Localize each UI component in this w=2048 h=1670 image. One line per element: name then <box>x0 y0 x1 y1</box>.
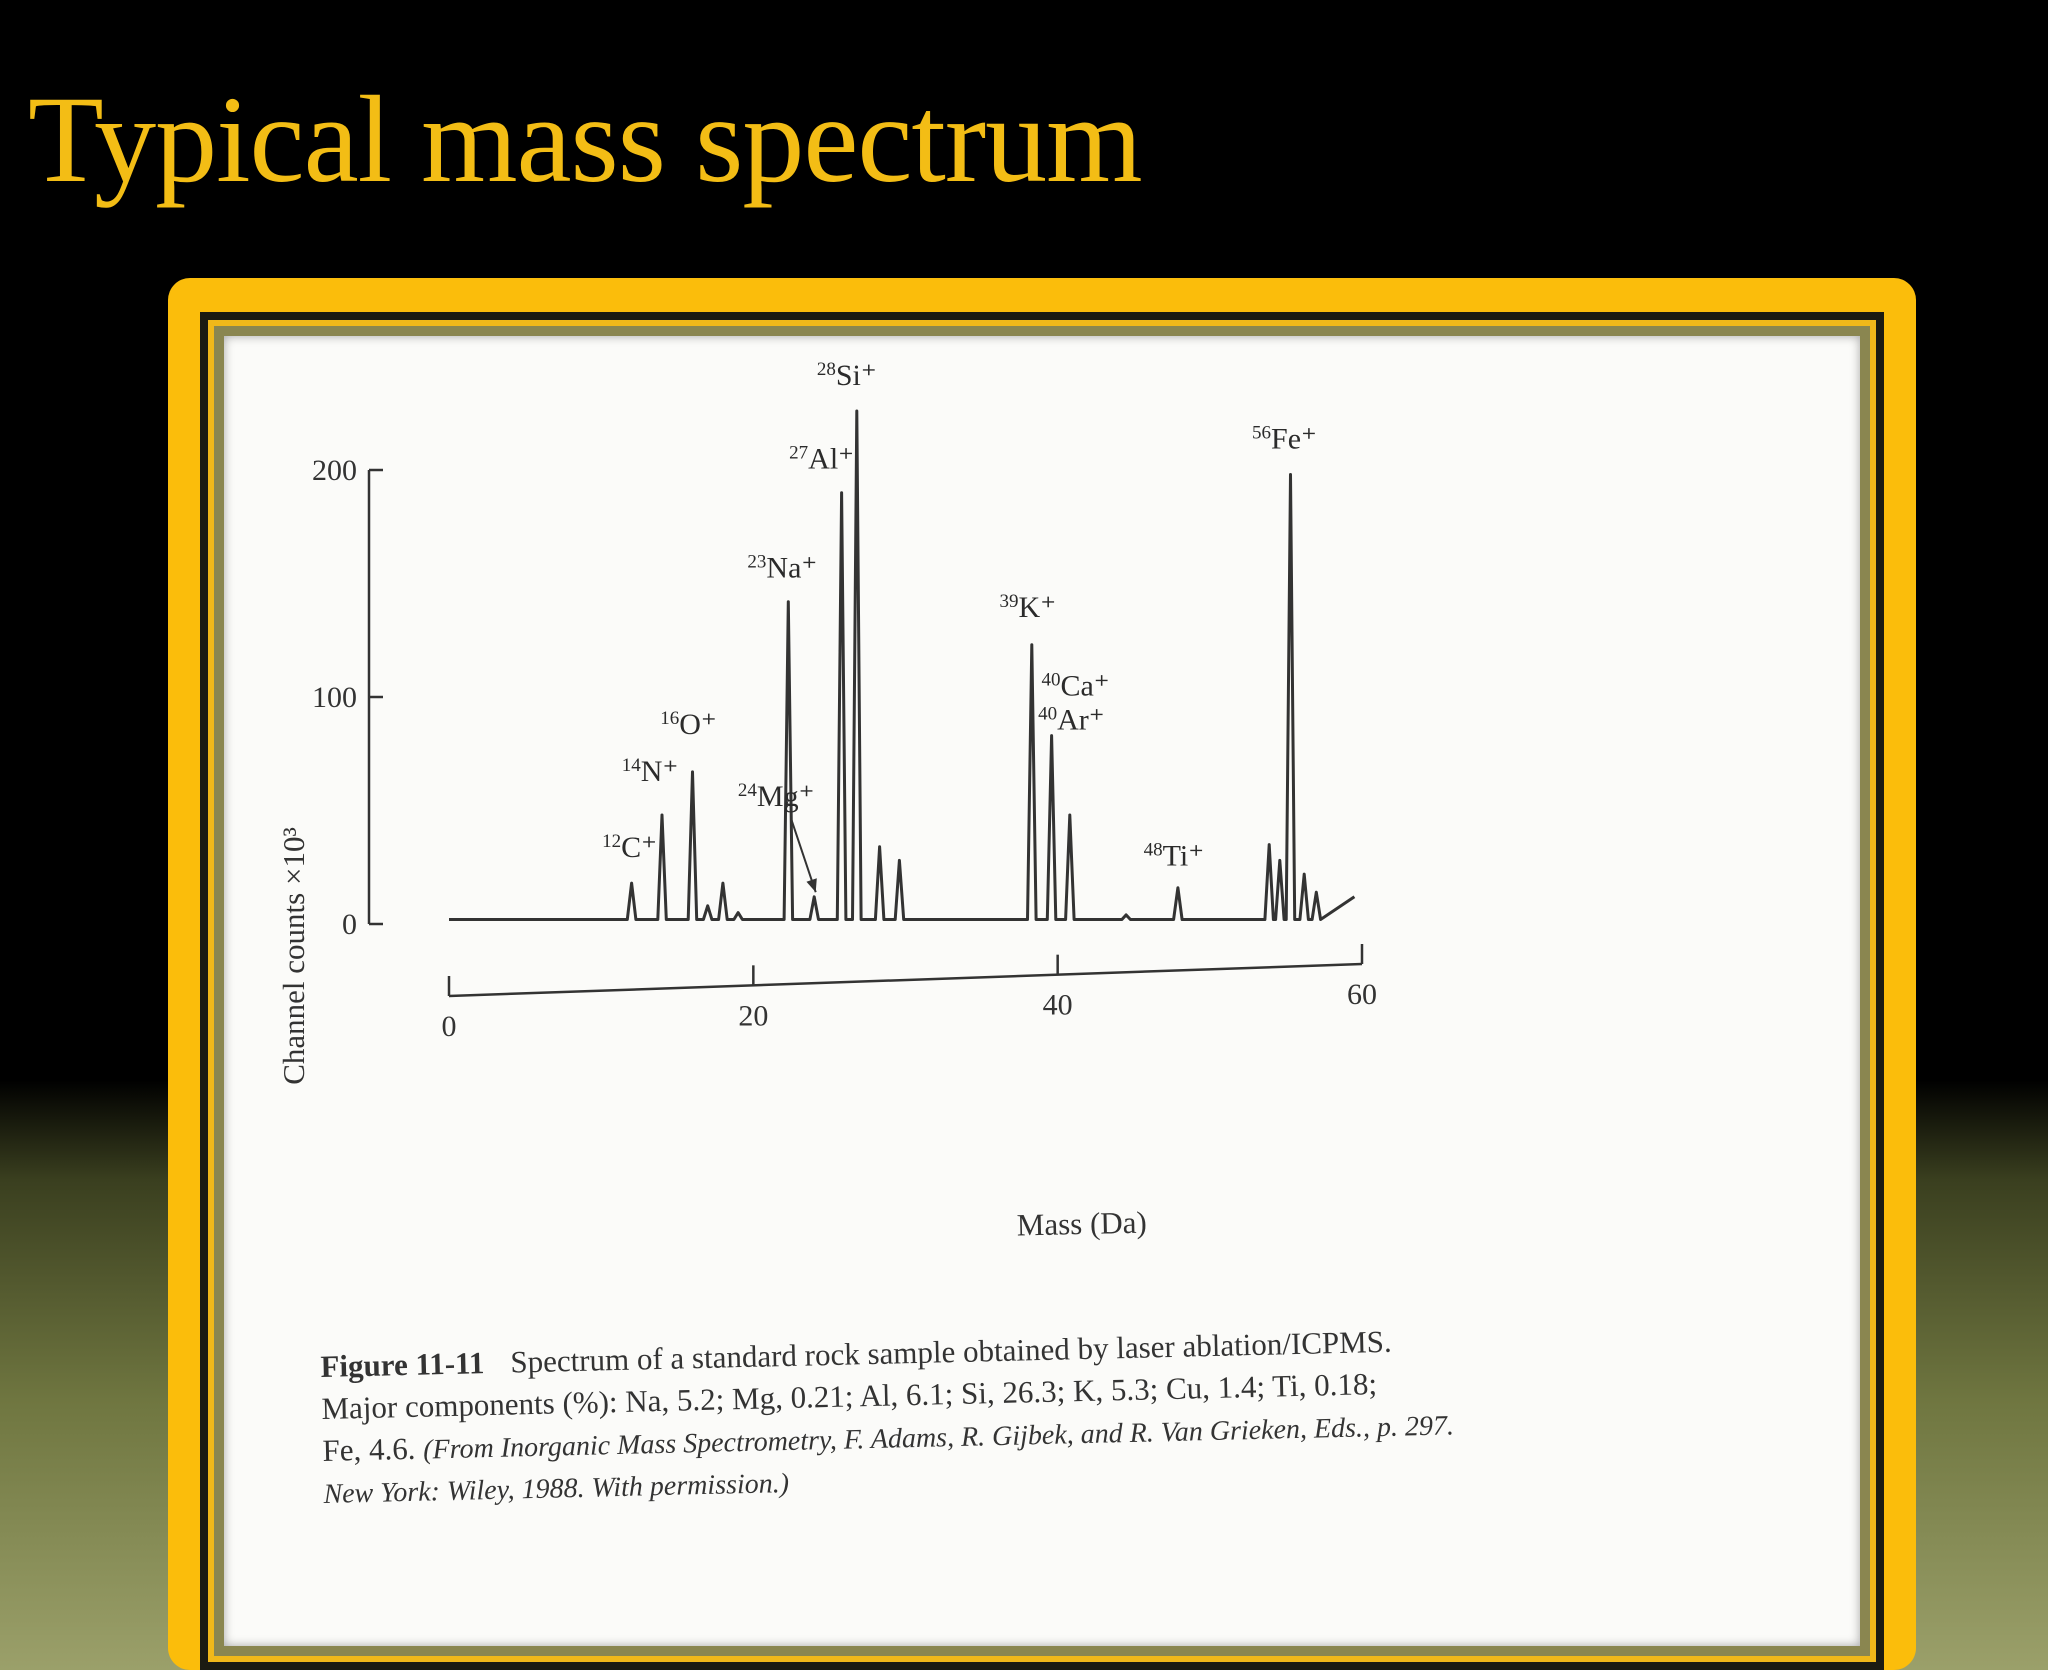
figure-caption: Figure 11-11 Spectrum of a standard rock … <box>320 1313 1714 1516</box>
peak-label-28: 28Si⁺ <box>817 359 877 392</box>
peak-label-27: 27Al⁺ <box>789 443 854 476</box>
mass-spectrum-chart: 0 100 200 0 20 40 60 12C⁺ 14N⁺ 16O⁺ 23Na⁺ 24Mg⁺ 27… <box>276 359 1377 1243</box>
peak-label-40: 40Ca⁺ <box>1041 670 1109 703</box>
frame-border-gold: 0 100 200 0 20 40 60 12C⁺ 14N⁺ 16O⁺ 23Na⁺ 24Mg⁺ 27… <box>208 320 1876 1662</box>
y-tick-label: 100 <box>312 681 357 714</box>
x-axis: 0 20 40 60 <box>442 944 1377 1043</box>
y-axis-label: Channel counts ×10³ <box>276 827 311 1085</box>
figure-panel: 0 100 200 0 20 40 60 12C⁺ 14N⁺ 16O⁺ 23Na⁺ 24Mg⁺ 27… <box>224 336 1860 1646</box>
x-tick-label: 40 <box>1043 989 1073 1022</box>
peak-label-12: 12C⁺ <box>602 831 657 864</box>
peak-label-16: 16O⁺ <box>660 708 717 741</box>
peak-label-24: 24Mg⁺ <box>738 780 815 813</box>
peak-label-48: 48Ti⁺ <box>1144 840 1204 873</box>
mg-arrow-head <box>806 878 817 893</box>
peak-labels: 12C⁺ 14N⁺ 16O⁺ 23Na⁺ 24Mg⁺ 27Al⁺ 28Si⁺ 39K⁺ 40Ca… <box>602 359 1317 893</box>
peak-label-14: 14N⁺ <box>622 755 679 788</box>
caption-text-3: Fe, 4.6. <box>322 1430 416 1468</box>
y-tick-label: 200 <box>312 454 357 487</box>
spectrum-line <box>449 409 1356 921</box>
peak-label-40-extra: 40Ar⁺ <box>1038 704 1105 737</box>
peak-label-39: 39K⁺ <box>1000 591 1057 624</box>
spectrum-series <box>449 409 1356 921</box>
x-axis-label: Mass (Da) <box>1016 1205 1147 1243</box>
y-axis: 0 100 200 <box>312 454 383 941</box>
x-axis-line <box>448 962 1363 998</box>
peak-label-23: 23Na⁺ <box>747 552 817 585</box>
x-tick-label: 0 <box>442 1010 457 1043</box>
figure-frame: 0 100 200 0 20 40 60 12C⁺ 14N⁺ 16O⁺ 23Na⁺ 24Mg⁺ 27… <box>168 278 1916 1670</box>
y-tick-label: 0 <box>342 908 357 941</box>
figure-number: Figure 11-11 <box>320 1345 485 1384</box>
x-tick-label: 20 <box>738 999 768 1032</box>
x-tick-label: 60 <box>1347 978 1377 1011</box>
peak-label-56: 56Fe⁺ <box>1252 423 1317 456</box>
frame-border-olive: 0 100 200 0 20 40 60 12C⁺ 14N⁺ 16O⁺ 23Na⁺ 24Mg⁺ 27… <box>214 326 1870 1656</box>
slide-title: Typical mass spectrum <box>28 71 1143 208</box>
frame-border-dark: 0 100 200 0 20 40 60 12C⁺ 14N⁺ 16O⁺ 23Na⁺ 24Mg⁺ 27… <box>200 312 1884 1670</box>
